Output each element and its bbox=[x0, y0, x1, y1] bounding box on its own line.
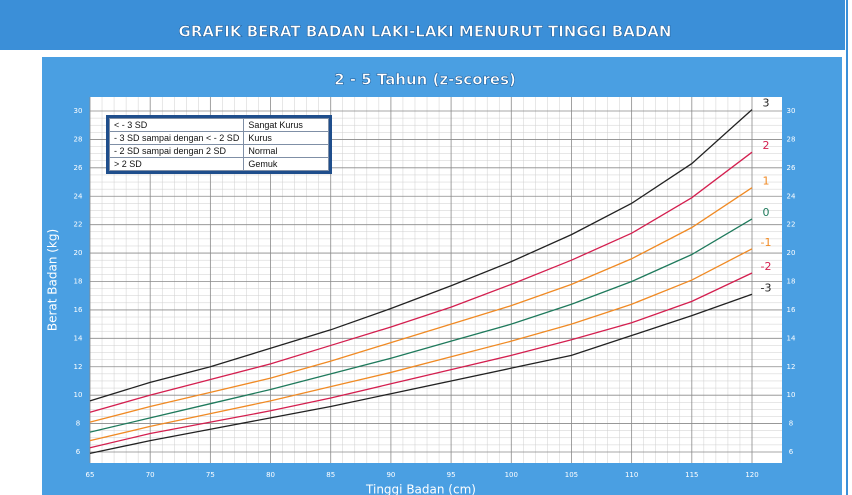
series-label: -2 bbox=[761, 260, 772, 273]
y-axis-label: Berat Badan (kg) bbox=[46, 229, 60, 331]
zone-table: < - 3 SD Sangat Kurus - 3 SD sampai dengan… bbox=[108, 118, 330, 171]
y-tick-label: 20 bbox=[74, 249, 83, 257]
series-label: 3 bbox=[763, 97, 770, 110]
series-line bbox=[89, 248, 753, 442]
y-tick-label-right: 20 bbox=[787, 249, 796, 257]
zone-cell: Gemuk bbox=[243, 157, 330, 171]
x-tick-label: 65 bbox=[86, 471, 95, 479]
x-tick-label: 120 bbox=[745, 471, 758, 479]
chart-title: GRAFIK BERAT BADAN LAKI-LAKI MENURUT TIN… bbox=[179, 23, 672, 41]
y-tick-label: 22 bbox=[74, 221, 83, 229]
series-label: 1 bbox=[763, 175, 770, 188]
chart-subtitle: 2 - 5 Tahun (z-scores) bbox=[334, 71, 516, 89]
y-tick-label-right: 26 bbox=[787, 164, 796, 172]
y-tick-label: 6 bbox=[76, 448, 81, 456]
x-tick-label: 75 bbox=[206, 471, 215, 479]
series-label: 2 bbox=[763, 139, 770, 152]
y-tick-label-right: 6 bbox=[789, 448, 794, 456]
y-tick-label-right: 18 bbox=[787, 278, 796, 286]
y-tick-label: 14 bbox=[74, 334, 83, 342]
y-tick-label: 8 bbox=[76, 420, 80, 428]
series-label: 0 bbox=[763, 206, 770, 219]
zone-cell: - 2 SD sampai dengan 2 SD bbox=[108, 144, 245, 158]
x-tick-label: 95 bbox=[447, 471, 456, 479]
zone-row: - 3 SD sampai dengan < - 2 SD Kurus bbox=[108, 131, 330, 145]
x-tick-label: 70 bbox=[146, 471, 155, 479]
x-tick-label: 100 bbox=[505, 471, 518, 479]
y-tick-label-right: 14 bbox=[787, 334, 796, 342]
y-tick-label: 18 bbox=[74, 278, 83, 286]
series-label: -3 bbox=[761, 281, 772, 294]
series-line bbox=[89, 218, 753, 433]
zone-cell: < - 3 SD bbox=[108, 118, 245, 132]
x-tick-label: 115 bbox=[685, 471, 698, 479]
y-tick-label-right: 16 bbox=[787, 306, 796, 314]
zone-cell: Kurus bbox=[243, 131, 330, 145]
y-tick-label-right: 8 bbox=[789, 420, 793, 428]
zone-row: < - 3 SD Sangat Kurus bbox=[108, 118, 330, 132]
series-line bbox=[89, 272, 753, 449]
series-line bbox=[89, 293, 753, 455]
series-line bbox=[89, 187, 753, 423]
y-tick-label: 28 bbox=[74, 135, 83, 143]
x-axis-label: Tinggi Badan (cm) bbox=[365, 483, 476, 495]
x-tick-label: 85 bbox=[326, 471, 335, 479]
x-tick-label: 110 bbox=[625, 471, 638, 479]
y-tick-label: 10 bbox=[74, 391, 83, 399]
x-tick-label: 80 bbox=[266, 471, 275, 479]
x-tick-label: 105 bbox=[565, 471, 578, 479]
zone-row: - 2 SD sampai dengan 2 SD Normal bbox=[108, 144, 330, 158]
zone-cell: Normal bbox=[243, 144, 330, 158]
y-tick-label-right: 24 bbox=[787, 192, 796, 200]
series-line bbox=[89, 151, 753, 413]
y-tick-label: 12 bbox=[74, 363, 83, 371]
y-tick-label-right: 22 bbox=[787, 221, 796, 229]
y-tick-label-right: 10 bbox=[787, 391, 796, 399]
y-tick-label: 24 bbox=[74, 192, 83, 200]
y-tick-label: 30 bbox=[74, 107, 83, 115]
x-tick-label: 90 bbox=[386, 471, 395, 479]
series-line bbox=[89, 109, 753, 402]
header-bar bbox=[0, 0, 845, 50]
y-tick-label: 16 bbox=[74, 306, 83, 314]
series-label: -1 bbox=[761, 236, 772, 249]
zone-cell: > 2 SD bbox=[108, 157, 245, 171]
y-tick-label: 26 bbox=[74, 164, 83, 172]
zone-cell: - 3 SD sampai dengan < - 2 SD bbox=[108, 131, 245, 145]
zone-legend: < - 3 SD Sangat Kurus - 3 SD sampai dengan… bbox=[106, 115, 333, 174]
y-tick-label-right: 12 bbox=[787, 363, 796, 371]
y-tick-label-right: 30 bbox=[787, 107, 796, 115]
zone-row: > 2 SD Gemuk bbox=[108, 157, 330, 171]
y-tick-label-right: 28 bbox=[787, 135, 796, 143]
zone-cell: Sangat Kurus bbox=[243, 118, 330, 132]
